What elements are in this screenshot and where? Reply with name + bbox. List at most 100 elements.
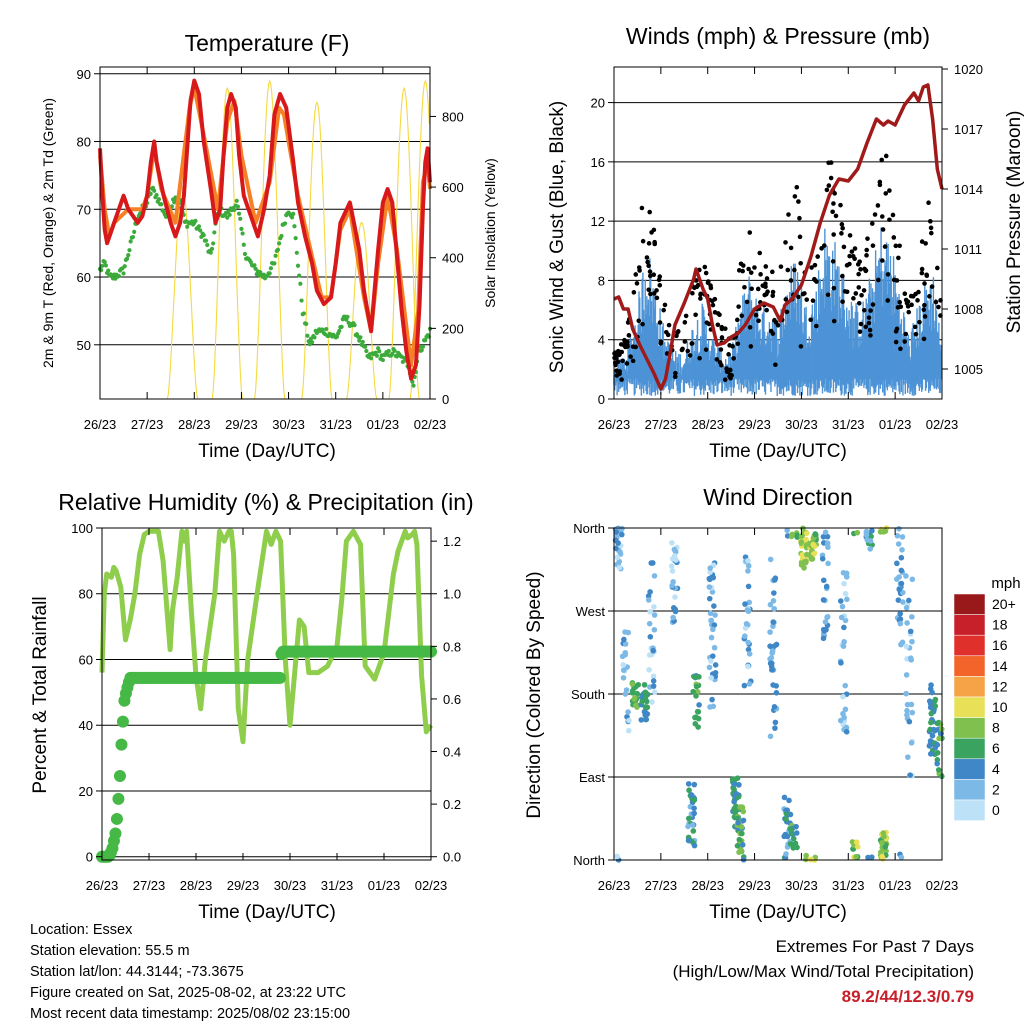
- wind-direction-point: [881, 833, 887, 840]
- dewpoint-point: [248, 259, 253, 265]
- wind-direction-point: [824, 533, 831, 540]
- gust-point: [617, 349, 622, 355]
- gust-point: [646, 287, 652, 293]
- gust-point: [847, 261, 852, 267]
- wind-direction-point: [772, 719, 779, 726]
- dewpoint-point: [358, 335, 363, 340]
- wind-direction-point: [708, 675, 715, 681]
- gust-point: [906, 309, 912, 315]
- winds-y2tick-label: 1017: [954, 122, 983, 137]
- gust-point: [697, 355, 702, 361]
- gust-point: [909, 302, 914, 308]
- wind-direction-point: [696, 702, 702, 708]
- dewpoint-point: [291, 211, 296, 216]
- gust-point: [870, 302, 876, 307]
- gust-point: [857, 329, 863, 334]
- wind-direction-point: [895, 597, 902, 603]
- latest-timestamp: Most recent data timestamp: 2025/08/02 2…: [30, 1006, 351, 1022]
- wind-direction-point: [709, 696, 715, 703]
- gust-point: [922, 281, 927, 286]
- gust-point: [736, 304, 741, 309]
- wind-direction-point: [838, 614, 845, 621]
- speed-legend-swatch: [953, 655, 986, 677]
- precipitation-point: [113, 770, 126, 783]
- wind-direction-point: [837, 717, 844, 724]
- gust-point: [675, 329, 681, 334]
- wind-direction-point: [685, 823, 691, 830]
- dewpoint-point: [203, 238, 209, 243]
- gust-point: [712, 310, 718, 315]
- dewpoint-point: [152, 188, 157, 193]
- wind-direction-point: [767, 556, 774, 563]
- dewpoint-point: [239, 226, 244, 231]
- wind-direction-point: [927, 704, 934, 711]
- gust-point: [615, 359, 621, 365]
- winds-axes: 0 4 8 12 16 20 1005 1008 1011 1014 1017 1020 26/23 27…: [591, 62, 983, 432]
- wind-direction-point: [734, 843, 741, 849]
- wind-direction-xtick-label: 26/23: [598, 878, 631, 893]
- wind-direction-point: [788, 533, 795, 540]
- wind-direction-point: [695, 708, 702, 715]
- wind-direction-panel: Wind Direction NorthEastSouthWestNorth26…: [524, 484, 1021, 923]
- humidity-y2tick-label: 0.8: [443, 639, 461, 654]
- wind-direction-point: [651, 573, 658, 579]
- winds-title: Winds (mph) & Pressure (mb): [626, 23, 930, 49]
- wind-direction-point: [854, 843, 861, 850]
- wind-direction-point: [642, 690, 649, 697]
- humidity-xtick-label: 27/23: [133, 878, 166, 893]
- gust-point: [649, 230, 654, 235]
- wind-direction-point: [904, 707, 910, 714]
- speed-legend-label: 14: [992, 658, 1008, 674]
- temperature-ytick-label: 80: [77, 135, 91, 150]
- gust-point: [730, 344, 735, 349]
- gust-point: [923, 241, 928, 246]
- gust-point: [658, 341, 664, 346]
- gust-point: [630, 344, 636, 349]
- winds-y2tick-label: 1014: [954, 182, 983, 197]
- gust-point: [831, 318, 837, 324]
- wind-direction-point: [783, 851, 789, 857]
- gust-point: [631, 290, 637, 295]
- gust-point: [624, 339, 630, 345]
- wind-direction-point: [706, 584, 713, 590]
- wind-direction-point: [670, 614, 676, 621]
- gust-point: [810, 298, 816, 303]
- gust-point: [797, 234, 803, 240]
- speed-legend-swatch: [953, 593, 986, 615]
- humidity-xlabel: Time (Day/UTC): [198, 902, 336, 923]
- precipitation-point: [116, 715, 129, 728]
- wind-direction-point: [745, 663, 751, 670]
- wind-direction-point: [739, 830, 745, 837]
- gust-point: [698, 296, 703, 301]
- wind-direction-point: [898, 854, 905, 861]
- station-info: Location: Essex Station elevation: 55.5 …: [30, 920, 350, 1025]
- gust-point: [719, 335, 725, 340]
- gust-point: [748, 270, 754, 275]
- gust-point: [747, 230, 753, 235]
- speed-legend-swatch: [953, 614, 986, 636]
- speed-legend-label: 12: [992, 678, 1008, 694]
- gust-point: [863, 268, 869, 274]
- dewpoint-point: [360, 339, 365, 345]
- gust-point: [772, 318, 777, 323]
- dewpoint-point: [337, 328, 342, 334]
- gust-point: [936, 304, 941, 310]
- wind-direction-point: [622, 641, 629, 647]
- gust-point: [867, 327, 873, 333]
- wind-direction-point: [669, 582, 675, 589]
- gust-point: [868, 333, 873, 338]
- wind-direction-point: [908, 740, 915, 746]
- wind-direction-point: [812, 531, 818, 537]
- gust-point: [826, 183, 832, 188]
- dewpoint-point: [126, 253, 131, 258]
- winds-xtick-label: 27/23: [645, 417, 678, 432]
- humidity-ytick-label: 0: [86, 850, 93, 865]
- wind-direction-point: [733, 791, 740, 797]
- wind-direction-point: [741, 633, 748, 640]
- dewpoint-point: [128, 239, 133, 244]
- gust-point: [715, 322, 721, 328]
- gust-point: [885, 298, 891, 303]
- dewpoint-point: [345, 314, 350, 319]
- gust-point: [704, 320, 710, 325]
- gust-point: [633, 272, 639, 277]
